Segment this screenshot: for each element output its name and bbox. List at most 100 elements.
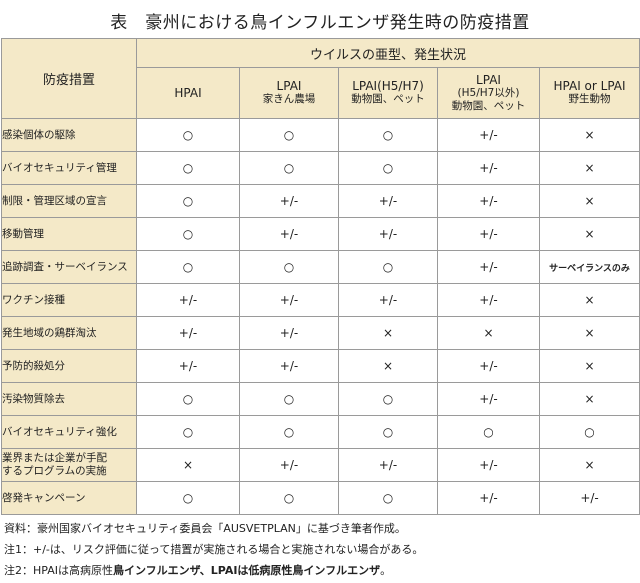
table-cell: +/-	[437, 382, 540, 416]
table-cell: ×	[338, 316, 438, 350]
row-label: 追跡調査・サーベイランス	[1, 250, 137, 284]
table-cell: ○	[239, 118, 339, 152]
row-label: バイオセキュリティ管理	[1, 151, 137, 185]
row-label: ワクチン接種	[1, 283, 137, 317]
table-cell: ○	[338, 151, 438, 185]
table-row: 追跡調査・サーベイランス ○ ○ ○ +/- サーベイランスのみ	[1, 250, 640, 284]
column-header-line1: LPAI(H5/H7)	[352, 79, 424, 93]
group-header: ウイルスの亜型、発生状況	[135, 38, 640, 68]
table-row: ワクチン接種 +/- +/- +/- +/- ×	[1, 283, 640, 317]
table-cell: +/-	[136, 349, 240, 383]
table-cell: ×	[538, 118, 640, 152]
table-cell: ×	[538, 316, 640, 350]
table-cell: ○	[239, 481, 339, 515]
table-cell: +/-	[338, 283, 438, 317]
table-row: バイオセキュリティ強化 ○ ○ ○ ○ ○	[1, 415, 640, 449]
table-cell: +/-	[239, 283, 339, 317]
row-label: 予防的殺処分	[1, 349, 137, 383]
table-cell: +/-	[239, 217, 339, 251]
table-row: 汚染物質除去 ○ ○ ○ +/- ×	[1, 382, 640, 416]
table-cell: ○	[239, 415, 339, 449]
column-header-5: HPAI or LPAI 野生動物	[538, 67, 640, 119]
row-label: 汚染物質除去	[1, 382, 137, 416]
table-row: 啓発キャンペーン ○ ○ ○ +/- +/-	[1, 481, 640, 515]
source-note: 資料：豪州国家バイオセキュリティ委員会「AUSVETPLAN」に基づき筆者作成。	[4, 522, 406, 535]
table-cell: ○	[136, 217, 240, 251]
table-cell: +/-	[338, 184, 438, 218]
table-cell: ×	[538, 151, 640, 185]
row-label: 業界または企業が手配 するプログラムの実施	[1, 448, 137, 482]
table-cell: +/-	[437, 184, 540, 218]
footnotes: 資料：豪州国家バイオセキュリティ委員会「AUSVETPLAN」に基づき筆者作成。…	[4, 518, 423, 581]
table-cell: ○	[239, 151, 339, 185]
column-header-line1: HPAI	[174, 85, 202, 100]
column-header-1: HPAI	[136, 67, 240, 119]
table-cell: ○	[136, 250, 240, 284]
column-header-line1: HPAI or LPAI	[553, 79, 626, 93]
row-label: 啓発キャンペーン	[1, 481, 137, 515]
row-label: 制限・管理区域の宣言	[1, 184, 137, 218]
table-cell: ×	[538, 349, 640, 383]
table-cell: +/-	[136, 316, 240, 350]
table-cell: ○	[338, 481, 438, 515]
row-label: 感染個体の駆除	[1, 118, 137, 152]
table-cell: ○	[136, 184, 240, 218]
table-cell: ○	[338, 118, 438, 152]
column-header-line2: 野生動物	[568, 93, 611, 105]
table-cell: ○	[136, 481, 240, 515]
table-cell: サーベイランスのみ	[538, 250, 640, 284]
table-cell: ×	[338, 349, 438, 383]
column-header-line1: LPAI	[276, 79, 302, 93]
row-label-line: するプログラムの実施	[2, 465, 107, 477]
measures-table: 防疫措置 ウイルスの亜型、発生状況 HPAI LPAI 家きん農場 LPAI(H5/H…	[1, 38, 640, 515]
column-header-line1: LPAI	[476, 72, 501, 87]
row-label-line: 業界または企業が手配	[2, 452, 107, 464]
table-cell: +/-	[136, 283, 240, 317]
column-header-line2: 動物園、ペット	[351, 93, 425, 105]
table-cell: ○	[338, 415, 438, 449]
table-cell: ○	[136, 382, 240, 416]
table-cell: ×	[538, 448, 640, 482]
table-cell: +/-	[538, 481, 640, 515]
table-cell: ○	[437, 415, 540, 449]
table-cell: +/-	[437, 349, 540, 383]
column-header-4: LPAI (H5/H7以外) 動物園、ペット	[437, 67, 540, 119]
table-cell: +/-	[239, 349, 339, 383]
table-cell: +/-	[338, 217, 438, 251]
table-cell: ○	[136, 118, 240, 152]
row-label: バイオセキュリティ強化	[1, 415, 137, 449]
column-header-line2: 家きん農場	[262, 93, 316, 105]
table-cell: +/-	[437, 448, 540, 482]
column-header-line2: (H5/H7以外)	[457, 86, 520, 99]
table-cell: ○	[239, 382, 339, 416]
corner-header: 防疫措置	[1, 38, 137, 119]
note-1: 注1：+/-は、リスク評価に従って措置が実施される場合と実施されない場合がある。	[4, 543, 424, 556]
table-cell: +/-	[437, 481, 540, 515]
table-row: 発生地域の鶏群淘汰 +/- +/- × × ×	[1, 316, 640, 350]
table-title: 表 豪州における鳥インフルエンザ発生時の防疫措置	[110, 13, 530, 33]
table-cell: ○	[136, 415, 240, 449]
table-cell: +/-	[239, 448, 339, 482]
table-cell: ○	[338, 382, 438, 416]
table-cell: ×	[538, 184, 640, 218]
table-row: 業界または企業が手配 するプログラムの実施 × +/- +/- +/- ×	[1, 448, 640, 482]
table-cell: +/-	[437, 118, 540, 152]
table-cell: +/-	[437, 151, 540, 185]
table-cell: ×	[437, 316, 540, 350]
table-row: 感染個体の駆除 ○ ○ ○ +/- ×	[1, 118, 640, 152]
table-cell: +/-	[239, 316, 339, 350]
row-label: 移動管理	[1, 217, 137, 251]
table-row: 制限・管理区域の宣言 ○ +/- +/- +/- ×	[1, 184, 640, 218]
table-cell: ×	[136, 448, 240, 482]
table-cell: ○	[136, 151, 240, 185]
table-cell: ×	[538, 382, 640, 416]
column-header-line3: 動物園、ペット	[451, 99, 526, 112]
table-cell: ○	[239, 250, 339, 284]
table-cell: +/-	[338, 448, 438, 482]
table-cell: ○	[538, 415, 640, 449]
note-2: 注2：HPAIは高病原性鳥インフルエンザ、LPAIは低病原性鳥インフルエンザ。	[4, 564, 392, 577]
table-cell: +/-	[437, 283, 540, 317]
table-row: 予防的殺処分 +/- +/- × +/- ×	[1, 349, 640, 383]
column-header-3: LPAI(H5/H7) 動物園、ペット	[338, 67, 438, 119]
table-cell: +/-	[437, 250, 540, 284]
